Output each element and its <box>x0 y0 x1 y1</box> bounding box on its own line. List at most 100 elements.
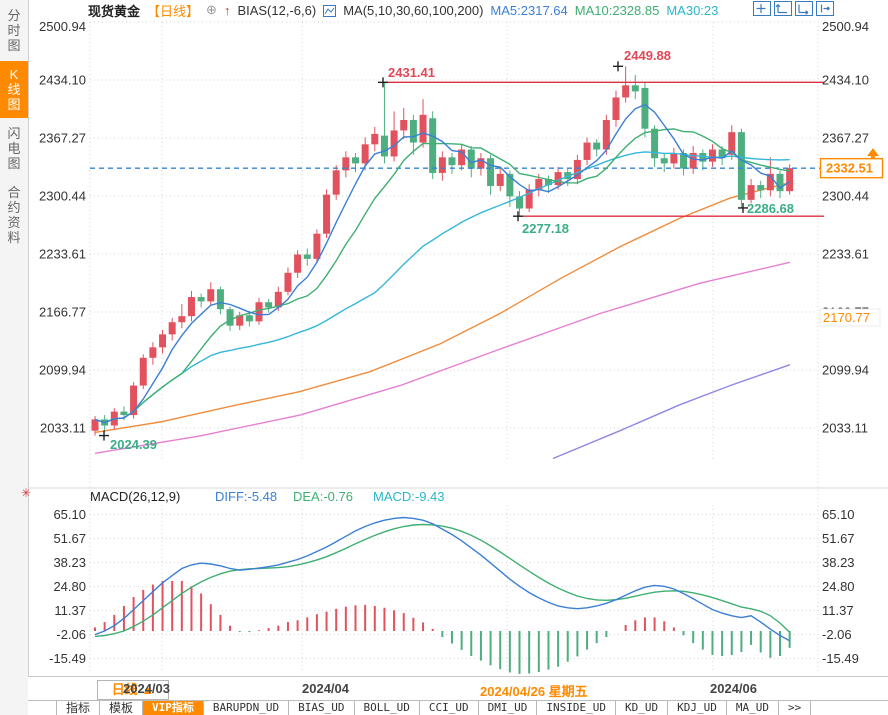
y-axis-label: 2500.94 <box>39 19 86 34</box>
candle <box>216 289 224 310</box>
candle <box>207 289 215 302</box>
candle <box>294 254 302 273</box>
candle <box>274 291 282 308</box>
y-axis-label: 38.23 <box>822 555 855 570</box>
x-axis-label: 2024/04 <box>302 681 349 696</box>
candle <box>544 179 552 186</box>
x-axis-label: 2024/06 <box>710 681 757 696</box>
y-axis-label: 2367.27 <box>39 131 86 146</box>
candle <box>342 157 350 171</box>
candle <box>265 302 273 308</box>
candle <box>91 419 99 431</box>
exit-view-icon[interactable] <box>816 1 834 16</box>
bias-indicator-label: BIAS(12,-6,6) <box>237 2 317 18</box>
y-axis-label: 2166.77 <box>39 305 86 320</box>
toolbar-tab-boll_ud[interactable]: BOLL_UD <box>355 701 420 715</box>
candle <box>786 168 794 192</box>
axis-up-icon[interactable] <box>774 1 792 16</box>
candle <box>245 315 253 322</box>
price-annotation: 2431.41 <box>388 65 435 80</box>
candle <box>564 172 572 180</box>
symbol-title: 现货黄金 <box>88 3 141 19</box>
candle <box>409 120 417 143</box>
ma30-line <box>94 151 790 424</box>
candle <box>458 149 466 166</box>
candle <box>602 120 610 150</box>
candle <box>419 114 427 143</box>
ma100-line <box>94 261 791 454</box>
toolbar-tab-ma_ud[interactable]: MA_UD <box>727 701 779 715</box>
sidebar: 分时图 K线图闪电图合约资料 <box>0 0 29 715</box>
y-axis-label: 2434.10 <box>822 73 869 88</box>
toolbar-tab-dmi_ud[interactable]: DMI_UD <box>479 701 538 715</box>
candle <box>525 189 533 209</box>
price-macd-chart[interactable]: 2431.41 2449.88 2277.18 2286.68 2024.39 2500.… <box>0 0 888 676</box>
candle <box>477 158 485 169</box>
chart-tool-icons <box>753 1 834 16</box>
sidebar-tab-1[interactable]: 分时图 <box>0 2 28 59</box>
period-label: 【日线】 <box>147 3 200 19</box>
candle <box>380 135 388 157</box>
toolbar-tab-bias_ud[interactable]: BIAS_UD <box>289 701 355 715</box>
y-axis-label: 51.67 <box>53 531 86 546</box>
y-axis-label: 2500.94 <box>822 19 869 34</box>
y-axis-label: 2300.44 <box>39 188 86 203</box>
toolbar-tab-kd_ud[interactable]: KD_UD <box>616 701 669 715</box>
candle <box>593 142 601 150</box>
candle <box>487 158 495 186</box>
candles <box>91 66 794 436</box>
y-axis-label: 65.10 <box>822 507 855 522</box>
candle <box>708 149 716 162</box>
y-axis-label: 2367.27 <box>822 131 869 146</box>
y-axis-label: -2.06 <box>822 627 852 642</box>
toolbar-tab-barupdn_ud[interactable]: BARUPDN_UD <box>204 701 290 715</box>
extreme-markers <box>99 61 748 441</box>
y-axis-label: 24.80 <box>53 579 86 594</box>
candle <box>313 233 321 259</box>
pan-icon[interactable] <box>753 1 771 16</box>
sidebar-tab-2[interactable]: K线图 <box>0 61 28 118</box>
toolbar-tab->>[interactable]: >> <box>779 701 812 715</box>
toolbar-tab-vip[interactable]: VIP指标 <box>143 701 204 715</box>
candle <box>120 411 128 416</box>
y-axis-label: 2233.61 <box>822 246 869 261</box>
candle <box>516 196 524 209</box>
price-annotation: 2449.88 <box>624 48 671 63</box>
candle <box>351 157 359 164</box>
candle <box>757 185 765 191</box>
toolbar-tab-cci_ud[interactable]: CCI_UD <box>420 701 479 715</box>
candle <box>236 315 244 326</box>
candle <box>718 149 726 159</box>
toolbar-tab-[interactable]: 模板 <box>100 701 144 715</box>
diff-line <box>94 516 791 642</box>
candle <box>670 152 678 164</box>
price-annotation: 2024.39 <box>110 437 157 452</box>
indicator-settings-icon[interactable]: ✳ <box>21 486 32 500</box>
sidebar-tab-3[interactable]: 闪电图 <box>0 120 28 177</box>
candle <box>323 194 331 234</box>
diff-value: DIFF:-5.48 <box>215 489 277 504</box>
ma10-line <box>94 128 790 424</box>
y-axis-label: 24.80 <box>822 579 855 594</box>
ma5-line <box>94 103 791 424</box>
toolbar-tab-kdj_ud[interactable]: KDJ_UD <box>668 701 727 715</box>
toolbar-tab-[interactable]: 指标 <box>56 701 101 715</box>
candle <box>737 132 745 200</box>
axis-right-icon[interactable] <box>795 1 813 16</box>
draw-arrow-icon[interactable]: ↑ <box>223 2 231 18</box>
candle <box>776 173 784 192</box>
toolbar-tab-inside_ud[interactable]: INSIDE_UD <box>537 701 616 715</box>
y-axis-label: 65.10 <box>53 507 86 522</box>
candle <box>361 144 369 164</box>
sidebar-tab-4[interactable]: 合约资料 <box>0 179 28 251</box>
circle-plus-icon[interactable]: ⊕ <box>206 2 217 17</box>
candle <box>255 302 263 322</box>
candle <box>178 316 186 323</box>
ma60-line <box>94 181 791 434</box>
candle <box>583 142 591 160</box>
period-dropdown-button[interactable]: 日线 ▲ <box>97 680 169 700</box>
sidebar-tab-label: 闪电图 <box>7 126 21 171</box>
candle <box>506 173 514 197</box>
candle <box>139 357 147 386</box>
